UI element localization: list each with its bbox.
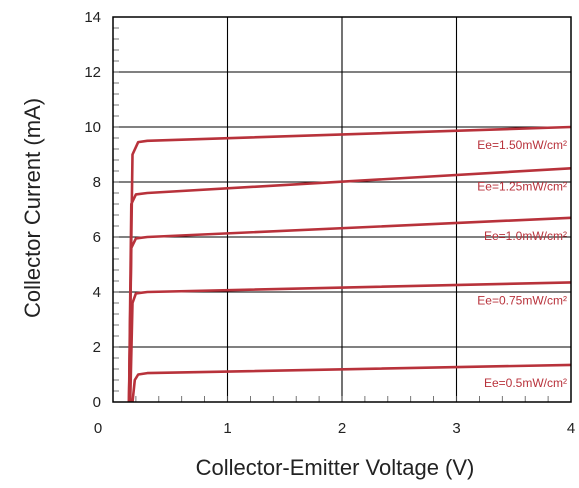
- y-tick-label: 12: [84, 64, 101, 81]
- x-tick-label: 1: [223, 420, 231, 437]
- series-label: Ee=0.5mW/cm²: [484, 376, 567, 390]
- x-tick-label: 4: [567, 420, 575, 437]
- series-label: Ee=1.50mW/cm²: [477, 138, 567, 152]
- y-tick-label: 8: [93, 174, 101, 191]
- y-tick-label: 0: [93, 394, 101, 411]
- x-tick-label: 3: [452, 420, 460, 437]
- x-axis-title: Collector-Emitter Voltage (V): [196, 455, 475, 480]
- series-label: Ee=1.0mW/cm²: [484, 229, 567, 243]
- x-tick-labels: 0 1 2 3 4: [94, 420, 575, 437]
- y-axis-title: Collector Current (mA): [20, 98, 45, 318]
- series-line: [128, 281, 572, 403]
- series-line: [127, 125, 572, 403]
- series-line: [131, 363, 572, 403]
- y-tick-label: 2: [93, 339, 101, 356]
- series-label: Ee=0.75mW/cm²: [477, 293, 567, 307]
- y-tick-label: 4: [93, 284, 101, 301]
- series-label: Ee=1.25mW/cm²: [477, 179, 567, 193]
- curves: [127, 125, 572, 403]
- grid: [113, 17, 571, 402]
- minor-ticks: [112, 16, 572, 403]
- y-tick-label: 6: [93, 229, 101, 246]
- x-tick-label: 0: [94, 420, 102, 437]
- y-tick-label: 10: [84, 119, 101, 136]
- y-tick-labels: 0 2 4 6 8 10 12 14: [84, 9, 101, 411]
- plot-frame: [112, 16, 572, 403]
- x-tick-label: 2: [338, 420, 346, 437]
- y-tick-label: 14: [84, 9, 101, 26]
- series-line: [127, 216, 572, 403]
- curve-labels: Ee=0.5mW/cm² Ee=0.75mW/cm² Ee=1.0mW/cm² Ee=…: [477, 138, 567, 390]
